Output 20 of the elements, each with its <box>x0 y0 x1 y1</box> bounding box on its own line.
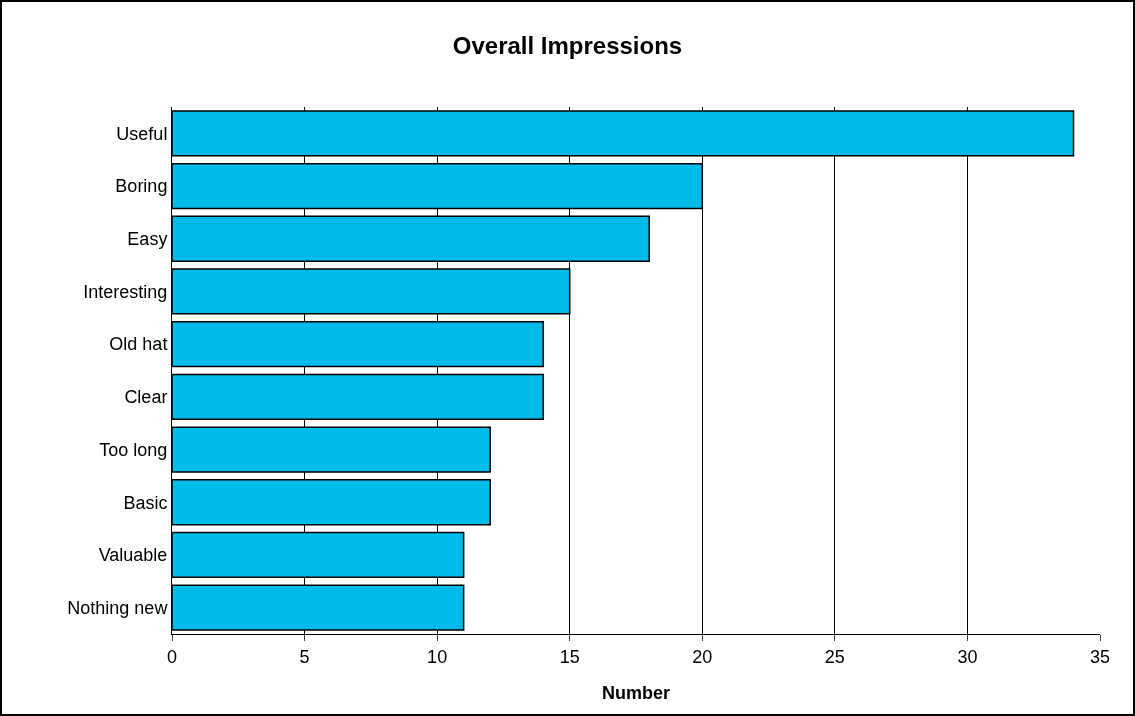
x-tick-label: 20 <box>692 646 713 667</box>
y-tick-label: Too long <box>99 439 168 460</box>
y-tick-label: Old hat <box>109 334 168 355</box>
y-tick-label: Valuable <box>98 545 168 566</box>
y-tick-label: Boring <box>115 176 168 197</box>
x-tick-label: 15 <box>559 646 580 667</box>
y-tick-label: Interesting <box>83 281 168 302</box>
y-tick-label: Clear <box>124 387 168 408</box>
y-tick-label: Basic <box>123 492 168 513</box>
x-axis-title: Number <box>601 682 671 703</box>
x-tick-label: 35 <box>1089 646 1111 667</box>
x-tick-label: 10 <box>427 646 448 667</box>
x-tick-label: 5 <box>299 646 310 667</box>
y-tick-label: Useful <box>116 123 168 144</box>
y-tick-label: Nothing new <box>67 597 169 618</box>
x-tick-label: 0 <box>166 646 178 667</box>
x-tick-label: 25 <box>824 646 845 667</box>
x-tick-label: 30 <box>957 646 978 667</box>
y-tick-label: Easy <box>127 229 168 250</box>
chart-title: Overall Impressions <box>452 32 683 60</box>
